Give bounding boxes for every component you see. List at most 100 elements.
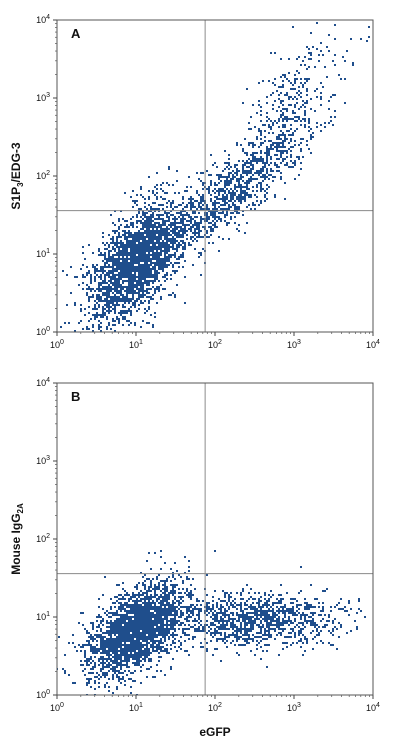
event-dot <box>278 166 280 168</box>
event-dot <box>126 312 128 314</box>
event-dot <box>256 152 258 154</box>
event-dot <box>154 640 156 642</box>
event-dot <box>302 60 304 62</box>
event-dot <box>148 248 150 250</box>
event-dot <box>252 146 254 148</box>
event-dot <box>180 222 182 224</box>
event-dot <box>240 592 242 594</box>
event-dot <box>66 304 68 306</box>
event-dot <box>98 286 100 288</box>
event-dot <box>236 636 238 638</box>
event-dot <box>160 296 162 298</box>
event-dot <box>138 652 140 654</box>
event-dot <box>166 212 168 214</box>
event-dot <box>174 252 176 254</box>
event-dot <box>308 78 310 80</box>
event-dot <box>124 670 126 672</box>
event-dot <box>258 626 260 628</box>
event-dot <box>288 58 290 60</box>
event-dot <box>284 198 286 200</box>
event-dot <box>270 610 272 612</box>
event-dot <box>198 212 200 214</box>
event-dot <box>238 208 240 210</box>
event-dot <box>174 224 176 226</box>
event-dot <box>272 618 274 620</box>
event-dot <box>164 618 166 620</box>
event-dot <box>80 664 82 666</box>
event-dot <box>190 594 192 596</box>
event-dot <box>278 626 280 628</box>
event-dot <box>206 604 208 606</box>
event-dot <box>140 232 142 234</box>
event-dot <box>244 632 246 634</box>
event-dot <box>234 222 236 224</box>
event-dot <box>278 624 280 626</box>
event-dot <box>150 666 152 668</box>
event-dot <box>256 162 258 164</box>
event-dot <box>162 242 164 244</box>
event-dot <box>160 618 162 620</box>
event-dot <box>284 150 286 152</box>
event-dot <box>278 618 280 620</box>
event-dot <box>212 624 214 626</box>
event-dot <box>304 106 306 108</box>
event-dot <box>206 642 208 644</box>
event-dot <box>306 144 308 146</box>
event-dot <box>96 648 98 650</box>
event-dot <box>144 620 146 622</box>
event-dot <box>128 630 130 632</box>
event-dot <box>176 228 178 230</box>
event-dot <box>190 584 192 586</box>
event-dot <box>118 264 120 266</box>
event-dot <box>132 298 134 300</box>
event-dot <box>194 224 196 226</box>
event-dot <box>188 566 190 568</box>
event-dot <box>244 630 246 632</box>
event-dot <box>126 256 128 258</box>
event-dot <box>154 230 156 232</box>
event-dot <box>140 268 142 270</box>
event-dot <box>110 638 112 640</box>
event-dot <box>120 224 122 226</box>
event-dot <box>156 616 158 618</box>
event-dot <box>156 618 158 620</box>
event-dot <box>136 636 138 638</box>
event-dot <box>108 664 110 666</box>
event-dot <box>172 270 174 272</box>
event-dot <box>138 220 140 222</box>
event-dot <box>148 176 150 178</box>
event-dot <box>164 260 166 262</box>
event-dot <box>296 156 298 158</box>
event-dot <box>198 628 200 630</box>
event-dot <box>214 208 216 210</box>
event-dot <box>248 166 250 168</box>
event-dot <box>126 226 128 228</box>
event-dot <box>110 650 112 652</box>
event-dot <box>260 200 262 202</box>
y-tick-label: 101 <box>36 611 50 622</box>
event-dot <box>92 252 94 254</box>
event-dot <box>128 624 130 626</box>
event-dot <box>136 654 138 656</box>
event-dot <box>140 660 142 662</box>
event-dot <box>180 254 182 256</box>
event-dot <box>298 118 300 120</box>
event-dot <box>134 246 136 248</box>
event-dot <box>90 656 92 658</box>
event-dot <box>78 284 80 286</box>
event-dot <box>136 598 138 600</box>
event-dot <box>228 608 230 610</box>
event-dot <box>164 192 166 194</box>
event-dot <box>166 628 168 630</box>
event-dot <box>294 598 296 600</box>
event-dot <box>158 626 160 628</box>
event-dot <box>178 242 180 244</box>
event-dot <box>82 276 84 278</box>
event-dot <box>258 598 260 600</box>
event-dot <box>186 186 188 188</box>
event-dot <box>106 242 108 244</box>
event-dot <box>242 610 244 612</box>
event-dot <box>276 110 278 112</box>
event-dot <box>236 186 238 188</box>
event-dot <box>100 270 102 272</box>
